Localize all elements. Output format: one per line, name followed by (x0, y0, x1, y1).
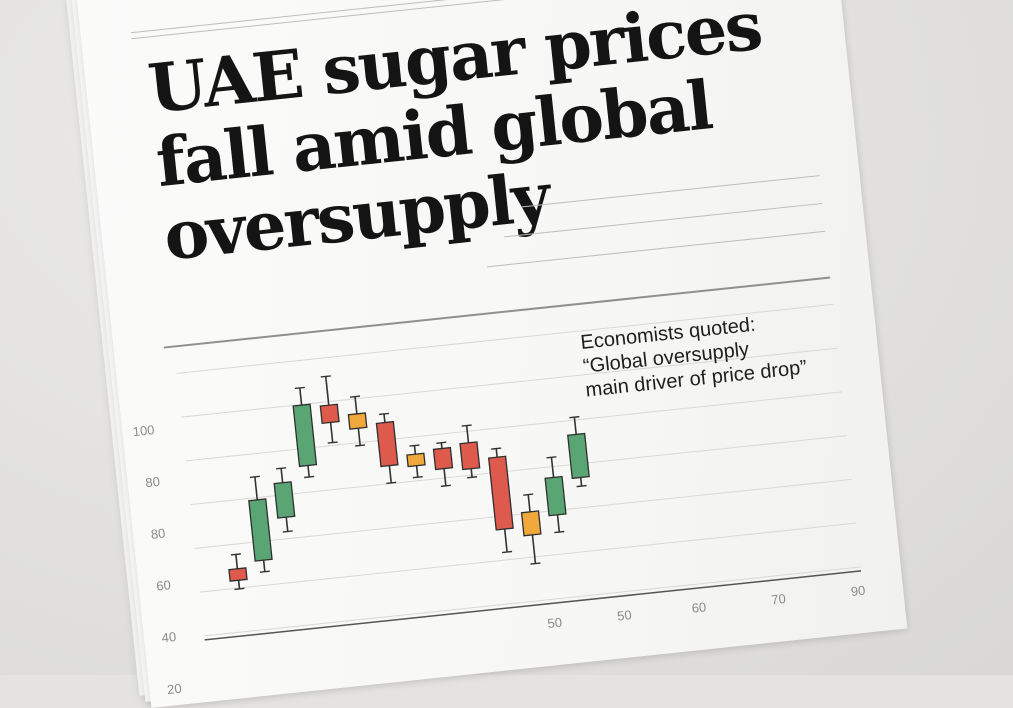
candle-wick-cap (436, 441, 447, 444)
candle-body (520, 510, 542, 537)
grid-line (199, 522, 857, 593)
candle-body (248, 498, 273, 562)
grid-line (185, 391, 843, 462)
candle-wick-cap (440, 484, 451, 488)
candle-wick-cap (546, 456, 557, 459)
candle-wick-cap (304, 475, 315, 479)
candle-wick-cap (234, 587, 245, 591)
y-tick-label: 40 (161, 629, 177, 645)
candle-wick-cap (378, 412, 390, 416)
grid-line (190, 435, 847, 506)
candle-body (228, 567, 248, 582)
candle-body (292, 403, 318, 468)
candle-wick-cap (355, 444, 366, 447)
y-tick-label: 80 (150, 525, 166, 541)
candle-wick-cap (523, 493, 534, 496)
candle-wick-cap (259, 570, 270, 573)
y-tick-label: 60 (155, 577, 171, 593)
x-tick-label: 50 (616, 607, 632, 623)
candle-wick-cap (461, 424, 472, 427)
x-axis-line (204, 570, 862, 641)
candle-body (567, 432, 590, 480)
candle-wick-cap (230, 553, 241, 556)
candle-body (544, 475, 567, 517)
candle-body (459, 441, 481, 471)
candle-body (273, 481, 296, 519)
y-tick-label: 80 (145, 474, 161, 490)
y-tick-label: 100 (132, 422, 155, 439)
candle-wick-cap (276, 467, 287, 470)
candle-body (319, 403, 340, 425)
grid-line (176, 303, 834, 374)
candle-body (432, 446, 454, 471)
candle-wick-cap (249, 475, 260, 479)
candle-wick-cap (412, 475, 423, 479)
x-tick-label: 70 (771, 591, 787, 607)
x-tick-label: 50 (547, 614, 563, 630)
candle-wick-cap (409, 444, 420, 447)
x-tick-label: 60 (691, 599, 707, 615)
x-tick-label: 90 (850, 583, 866, 599)
candle-wick-cap (576, 484, 587, 488)
candle-wick-cap (282, 530, 293, 533)
candle-wick-cap (530, 562, 541, 565)
newspaper-page: UAE sugar prices fall amid global oversu… (72, 0, 908, 708)
candle-wick-cap (386, 481, 397, 485)
grid-line (204, 566, 861, 637)
candle-body (347, 412, 368, 430)
candle-wick-cap (569, 415, 580, 419)
candle-wick-cap (502, 550, 513, 554)
candle-wick-cap (491, 447, 502, 450)
y-tick-label: 20 (166, 681, 182, 697)
candle-body (406, 452, 426, 468)
candle-wick-cap (294, 386, 305, 390)
candle-body (375, 420, 399, 468)
grid-line (181, 347, 838, 418)
candle-wick-cap (349, 395, 361, 398)
candle-wick-cap (467, 476, 478, 479)
candle-wick-cap (554, 530, 565, 534)
candle-wick-cap (320, 375, 331, 378)
candle-wick-cap (327, 441, 338, 444)
candle-body (487, 455, 514, 531)
